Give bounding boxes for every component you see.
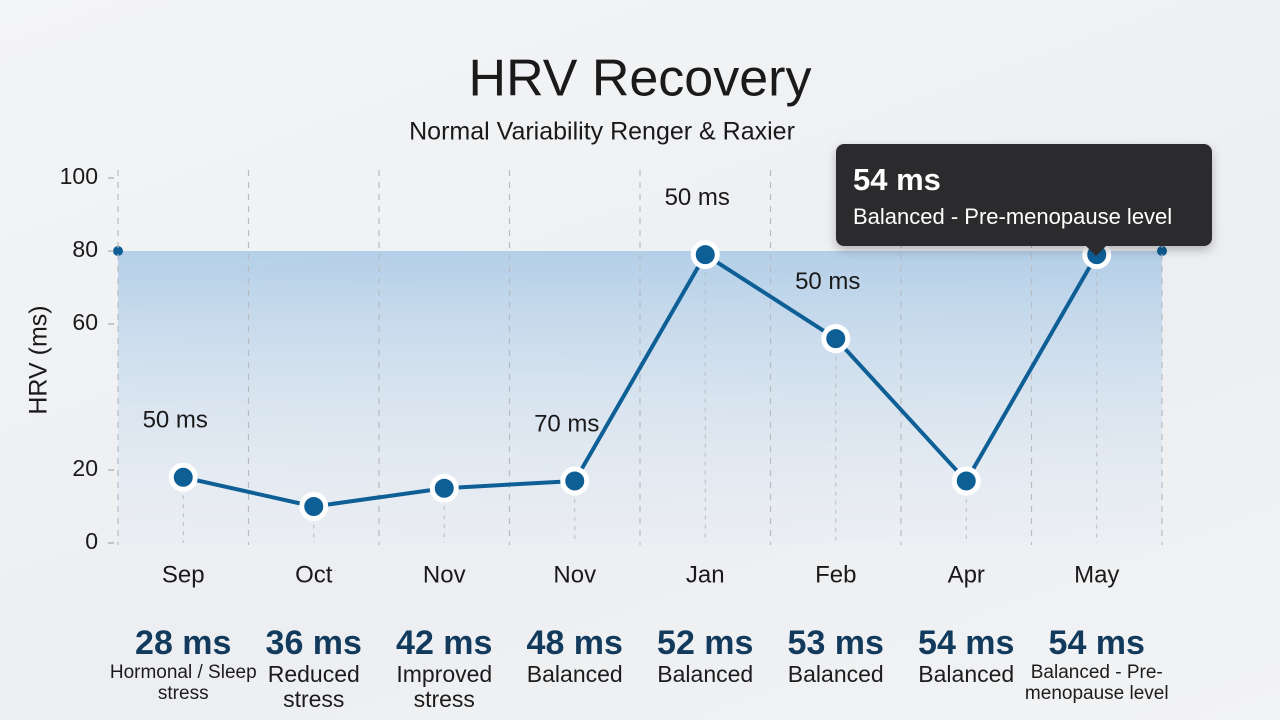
summary-value: 52 ms bbox=[657, 624, 754, 662]
tooltip-title: 54 ms bbox=[853, 162, 941, 197]
summary-value: 48 ms bbox=[526, 624, 623, 662]
summary-note: Balanced bbox=[657, 661, 754, 687]
summary-note: Improved stress bbox=[396, 661, 493, 712]
summary-item: 54 ms Balanced - Pre-menopause level bbox=[1007, 624, 1187, 704]
summary-note: Balanced bbox=[526, 661, 623, 687]
summary-item: 28 ms Hormonal / Sleep stress bbox=[93, 624, 273, 704]
summary-note: Balanced bbox=[918, 661, 1015, 687]
summary-item: 54 ms Balanced bbox=[896, 624, 1036, 687]
y-tick-label: 80 bbox=[72, 236, 98, 262]
point bbox=[168, 462, 198, 492]
summary-value: 28 ms bbox=[135, 624, 232, 662]
x-tick-label: May bbox=[1074, 561, 1119, 588]
range-end bbox=[1157, 246, 1167, 256]
summary-value: 42 ms bbox=[396, 624, 493, 662]
annotation: 70 ms bbox=[534, 410, 599, 437]
summary-value: 54 ms bbox=[1048, 624, 1145, 662]
point bbox=[560, 466, 590, 496]
point bbox=[429, 473, 459, 503]
summary-item: 42 ms Improved stress bbox=[374, 624, 514, 712]
chart-subtitle: Normal Variability Renger & Raxier bbox=[409, 118, 795, 146]
x-tick-label: Nov bbox=[423, 561, 466, 588]
point bbox=[951, 466, 981, 496]
point bbox=[821, 324, 851, 354]
summary-item: 53 ms Balanced bbox=[766, 624, 906, 687]
y-tick-label: 100 bbox=[60, 163, 98, 189]
summary-note: Balanced bbox=[787, 661, 884, 687]
annotation: 50 ms bbox=[795, 268, 860, 295]
x-tick-label: Apr bbox=[948, 561, 985, 588]
tooltip: 54 ms Balanced - Pre-menopause level bbox=[836, 144, 1212, 256]
summary-note: Reduced stress bbox=[267, 661, 360, 712]
range-end bbox=[113, 246, 123, 256]
y-tick-label: 60 bbox=[72, 309, 98, 335]
annotation: 50 ms bbox=[665, 184, 730, 211]
x-tick-label: Nov bbox=[553, 561, 596, 588]
x-tick-label: Jan bbox=[686, 561, 725, 588]
summary-item: 36 ms Reduced stress bbox=[244, 624, 384, 712]
y-tick-label: 0 bbox=[85, 528, 98, 554]
x-tick-label: Sep bbox=[162, 561, 205, 588]
summary-value: 53 ms bbox=[787, 624, 884, 662]
y-tick-label: 20 bbox=[72, 455, 98, 481]
summary-item: 52 ms Balanced bbox=[635, 624, 775, 687]
summary-note: Hormonal / Sleep stress bbox=[109, 662, 257, 704]
point bbox=[299, 492, 329, 521]
y-axis-label: HRV (ms) bbox=[25, 305, 53, 414]
summary-item: 48 ms Balanced bbox=[505, 624, 645, 687]
chart-title: HRV Recovery bbox=[469, 50, 812, 108]
point bbox=[690, 240, 720, 270]
x-tick-label: Oct bbox=[295, 561, 333, 588]
summary-value: 54 ms bbox=[918, 624, 1015, 662]
summary-value: 36 ms bbox=[265, 624, 362, 662]
x-tick-label: Feb bbox=[815, 561, 856, 588]
line bbox=[182, 252, 1099, 509]
annotation: 50 ms bbox=[143, 407, 208, 434]
tooltip-text: Balanced - Pre-menopause level bbox=[853, 204, 1173, 229]
summary-note: Balanced - Pre-menopause level bbox=[1024, 662, 1169, 704]
